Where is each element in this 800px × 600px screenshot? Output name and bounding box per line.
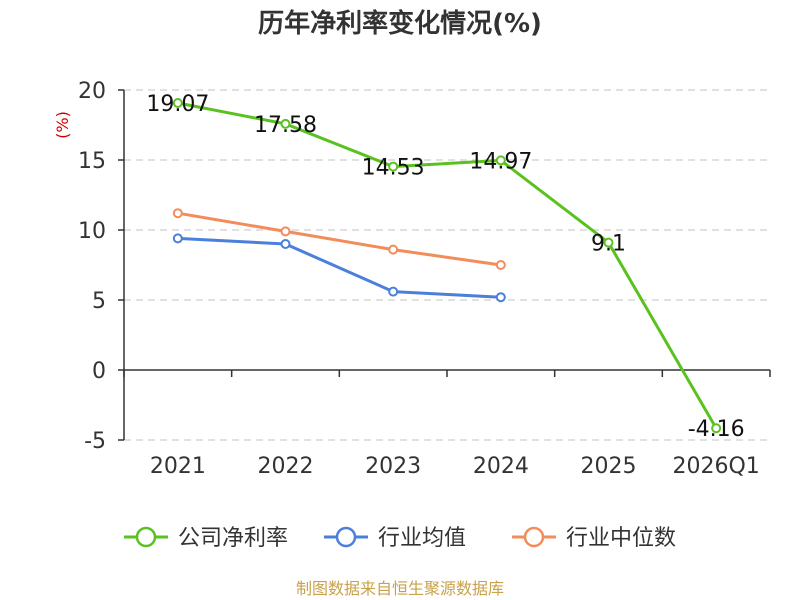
legend-label: 行业中位数 <box>566 526 676 551</box>
data-point <box>388 161 399 172</box>
data-label: 17.58 <box>254 113 317 138</box>
legend-item[interactable]: 公司净利率 <box>124 526 288 551</box>
data-point <box>172 98 183 109</box>
y-tick-label: 0 <box>92 359 106 384</box>
x-tick-label: 2025 <box>581 454 637 479</box>
legend-item[interactable]: 行业中位数 <box>512 526 676 551</box>
x-tick-label: 2021 <box>150 454 206 479</box>
data-point <box>388 286 399 297</box>
x-tick-label: 2023 <box>365 454 421 479</box>
data-point <box>280 226 291 237</box>
y-tick-label: -5 <box>84 429 106 454</box>
data-point <box>172 208 183 219</box>
series-line <box>177 236 501 299</box>
data-point <box>388 244 399 255</box>
data-label: 14.53 <box>362 156 425 181</box>
data-label: 19.07 <box>146 92 209 117</box>
data-label: 9.1 <box>591 232 626 257</box>
source-note: 制图数据来自恒生聚源数据库 <box>296 579 504 598</box>
grid <box>124 89 770 441</box>
y-tick-label: 5 <box>92 289 106 314</box>
legend-marker <box>523 526 545 548</box>
axes: 20 15 10 5 0 -5 2021 2022 2023 2024 2025 2026Q1 <box>78 79 771 479</box>
series <box>172 98 722 434</box>
y-tick-label: 10 <box>78 219 106 244</box>
data-label: 14.97 <box>469 149 532 174</box>
data-point <box>280 239 291 249</box>
data-label: -4.16 <box>688 417 745 442</box>
legend-item[interactable]: 行业均值 <box>324 526 466 551</box>
data-point <box>495 292 506 303</box>
data-point <box>172 233 183 244</box>
y-tick-label: 15 <box>78 149 106 174</box>
y-axis-unit: (%) <box>53 111 72 139</box>
legend-marker <box>135 526 157 548</box>
series-line <box>177 211 502 267</box>
legend-label: 行业均值 <box>378 526 466 551</box>
x-tick-label: 2026Q1 <box>673 454 760 479</box>
data-point <box>711 423 722 434</box>
data-labels: 19.07 17.58 14.53 14.97 9.1 -4.16 <box>146 92 744 442</box>
legend: 公司净利率 行业均值 行业中位数 <box>124 526 676 551</box>
chart-title: 历年净利率变化情况(%) <box>258 8 542 39</box>
x-tick-label: 2022 <box>258 454 314 479</box>
y-tick-label: 20 <box>78 79 106 104</box>
legend-label: 公司净利率 <box>178 526 288 551</box>
data-point <box>280 118 291 129</box>
data-point <box>603 237 614 248</box>
data-point <box>495 155 506 166</box>
x-tick-label: 2024 <box>473 454 529 479</box>
data-point <box>495 260 506 270</box>
legend-marker <box>335 526 357 548</box>
series-line <box>177 101 718 429</box>
